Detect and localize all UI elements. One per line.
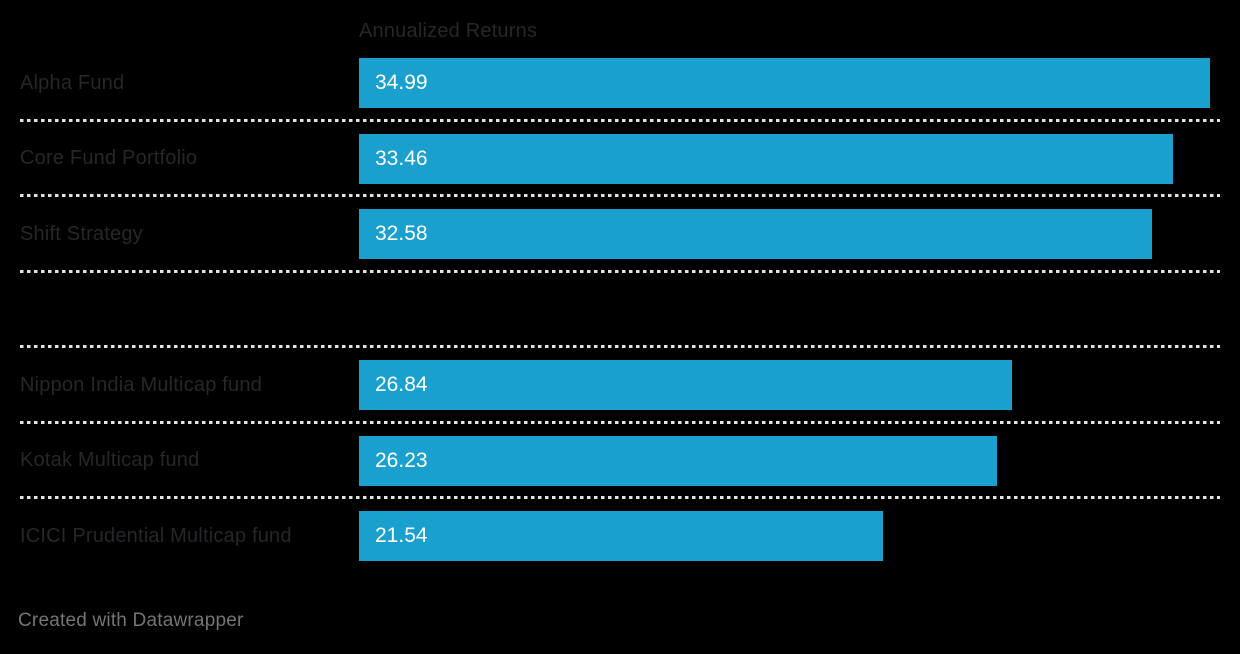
chart-row: Kotak Multicap fund 26.23 <box>0 424 1240 499</box>
row-separator <box>20 118 1220 122</box>
bar-value-label: 26.23 <box>375 448 428 472</box>
chart-rows: Alpha Fund 34.99 Core Fund Portfolio 33.… <box>0 46 1240 575</box>
datawrapper-credit: Created with Datawrapper <box>18 610 244 631</box>
bar-value-label: 33.46 <box>375 146 428 170</box>
row-label: Core Fund Portfolio <box>20 147 198 169</box>
row-separator <box>20 269 1220 273</box>
bar-value-label: 34.99 <box>375 71 428 94</box>
row-label: ICICI Prudential Multicap fund <box>20 524 292 547</box>
chart-row-empty <box>0 273 1240 348</box>
row-label: Shift Strategy <box>20 222 143 245</box>
chart-row: Core Fund Portfolio 33.46 <box>0 122 1240 197</box>
bar: 34.99 <box>359 58 1211 108</box>
row-separator <box>20 496 1220 499</box>
chart-row: ICICI Prudential Multicap fund 21.54 <box>0 499 1240 575</box>
chart-row: Shift Strategy 32.58 <box>0 197 1240 273</box>
bar: 26.23 <box>359 435 998 486</box>
row-separator <box>20 420 1220 424</box>
bar: 21.54 <box>359 511 884 561</box>
bar-value-label: 21.54 <box>375 524 428 547</box>
column-header: Annualized Returns <box>359 20 538 42</box>
row-label: Nippon India Multicap fund <box>20 373 263 396</box>
bar: 33.46 <box>359 133 1174 184</box>
row-label: Alpha Fund <box>20 71 125 94</box>
bar: 32.58 <box>359 209 1152 259</box>
row-separator <box>20 194 1220 197</box>
chart-row: Nippon India Multicap fund 26.84 <box>0 348 1240 424</box>
row-label: Kotak Multicap fund <box>20 449 200 471</box>
bar: 26.84 <box>359 360 1012 410</box>
bar-value-label: 26.84 <box>375 373 428 396</box>
bar-value-label: 32.58 <box>375 222 428 245</box>
row-separator <box>20 345 1220 348</box>
chart-row: Alpha Fund 34.99 <box>0 46 1240 122</box>
